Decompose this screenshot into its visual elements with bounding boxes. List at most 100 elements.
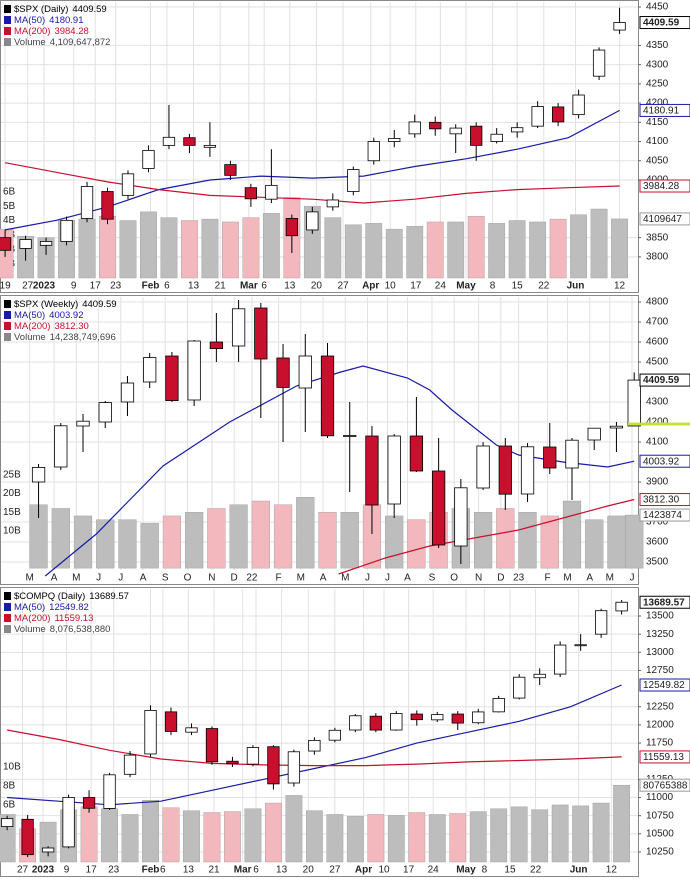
- x-tick-label: 13: [276, 865, 288, 876]
- y-tick-label: 4450: [646, 2, 669, 13]
- volume-bar: [428, 814, 446, 863]
- legend-text: MA(50): [14, 15, 45, 26]
- candle-body: [21, 818, 34, 856]
- volume-bar: [385, 228, 403, 279]
- candle-body: [41, 847, 55, 853]
- volume-tick-label: 8B: [3, 781, 16, 792]
- volume-bar: [407, 519, 426, 569]
- y-tick-label: 11750: [646, 738, 674, 749]
- x-tick-label: J: [118, 573, 123, 584]
- volume-bar: [324, 217, 342, 279]
- volume-bar: [73, 515, 93, 569]
- candle-body: [287, 751, 301, 784]
- volume-bar: [251, 500, 270, 569]
- legend-entry: $SPX (Daily) 4409.59: [14, 4, 107, 15]
- x-tick-label: 22: [530, 865, 542, 876]
- x-tick-label: M: [72, 573, 80, 584]
- y-tick-label: 3600: [646, 537, 669, 548]
- candle-body: [410, 713, 423, 721]
- candle-body: [513, 676, 526, 699]
- y-tick-label: 4700: [646, 317, 669, 328]
- volume-bar: [296, 497, 315, 569]
- candle-body: [308, 739, 321, 752]
- x-tick-label: Feb: [142, 865, 160, 876]
- legend-text: MA(200): [14, 26, 50, 37]
- y-tick-label: 4100: [646, 136, 669, 147]
- x-tick-label: 15: [504, 865, 516, 876]
- legend-text: MA(50): [14, 310, 45, 321]
- volume-bar: [508, 220, 526, 279]
- volume-bar: [142, 799, 159, 863]
- volume-bar: [551, 804, 569, 863]
- candle-body: [387, 435, 401, 505]
- candle-body: [328, 729, 341, 741]
- y-tick-label: 13250: [646, 629, 674, 640]
- candle-body: [39, 241, 53, 246]
- candle-body: [209, 341, 223, 349]
- last-close-label-box: [639, 595, 690, 609]
- volume-bar: [570, 214, 587, 279]
- volume-bar: [592, 802, 610, 863]
- volume-bar: [244, 808, 262, 863]
- x-tick-label: A: [51, 573, 58, 584]
- candle-body: [244, 187, 258, 200]
- candle-body: [429, 121, 442, 130]
- volume-bar: [140, 211, 157, 279]
- candle-body: [565, 439, 579, 469]
- x-tick-label: 12: [606, 865, 618, 876]
- last-close-label: 4409.59: [643, 18, 680, 29]
- x-tick-label: Mar: [240, 281, 258, 292]
- volume-bar: [510, 806, 528, 863]
- x-tick-label: 27: [329, 865, 341, 876]
- candle-body: [246, 747, 260, 765]
- candle-body: [226, 760, 239, 765]
- y-tick-label: 4150: [646, 117, 669, 128]
- x-tick-label: A: [320, 573, 327, 584]
- y-tick-label: 4050: [646, 155, 669, 166]
- x-tick-label: 2023: [33, 281, 56, 292]
- volume-bar: [447, 221, 465, 279]
- candle-body: [390, 713, 403, 731]
- volume-bar: [518, 511, 537, 569]
- volume-bar: [80, 806, 98, 863]
- candle-body: [103, 774, 116, 809]
- x-tick-label: A: [586, 573, 593, 584]
- candle-body: [431, 714, 444, 721]
- candle-body: [54, 425, 68, 468]
- x-tick-label: 6: [261, 281, 267, 292]
- x-tick-label: 17: [90, 281, 102, 292]
- volume-tick-label: 15B: [3, 507, 21, 518]
- candle-body: [298, 355, 312, 389]
- candle-body: [451, 713, 464, 724]
- volume-bar: [273, 504, 293, 569]
- candle-body: [76, 420, 90, 427]
- ma-last-label: 4003.92: [643, 456, 680, 467]
- legend-entry: Volume 8,076,538,880: [14, 624, 110, 635]
- candle-body: [142, 149, 155, 169]
- candle-body: [121, 173, 135, 196]
- candle-body: [367, 141, 380, 162]
- candle-body: [265, 184, 278, 200]
- candle-body: [203, 144, 217, 148]
- volume-bar: [531, 809, 549, 863]
- x-tick-label: 22: [246, 573, 258, 584]
- volume-bar: [326, 814, 344, 863]
- volume-bar: [607, 515, 626, 569]
- candle-body: [143, 357, 157, 383]
- y-tick-label: 13500: [646, 611, 674, 622]
- volume-last-label: 4109647: [643, 214, 682, 225]
- legend-swatch: [4, 603, 11, 611]
- volume-bar: [207, 508, 226, 569]
- x-tick-label: J: [96, 573, 101, 584]
- legend-swatch: [4, 300, 11, 308]
- candle-body: [520, 446, 535, 495]
- ma-last-label-box: [639, 750, 690, 764]
- legend-entry: MA(200) 3984.28: [14, 26, 89, 37]
- candle-body: [185, 727, 198, 733]
- x-tick-label: M: [563, 573, 571, 584]
- x-tick-label: 6: [253, 865, 259, 876]
- volume-bar: [201, 218, 219, 279]
- candle-body: [62, 797, 75, 848]
